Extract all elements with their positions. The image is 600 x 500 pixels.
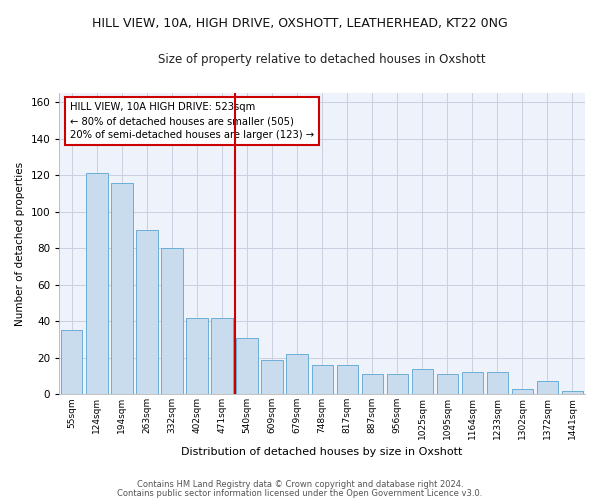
Bar xyxy=(161,248,182,394)
Bar xyxy=(562,390,583,394)
Bar xyxy=(537,382,558,394)
Bar xyxy=(111,182,133,394)
Bar xyxy=(337,365,358,394)
Bar xyxy=(286,354,308,395)
Text: Contains public sector information licensed under the Open Government Licence v3: Contains public sector information licen… xyxy=(118,489,482,498)
Bar xyxy=(437,374,458,394)
Bar xyxy=(462,372,483,394)
Bar xyxy=(61,330,82,394)
Bar xyxy=(412,368,433,394)
Bar xyxy=(187,318,208,394)
Bar xyxy=(311,365,333,394)
Bar xyxy=(136,230,158,394)
Bar xyxy=(386,374,408,394)
Bar xyxy=(262,360,283,394)
Text: HILL VIEW, 10A HIGH DRIVE: 523sqm
← 80% of detached houses are smaller (505)
20%: HILL VIEW, 10A HIGH DRIVE: 523sqm ← 80% … xyxy=(70,102,314,140)
Bar xyxy=(487,372,508,394)
X-axis label: Distribution of detached houses by size in Oxshott: Distribution of detached houses by size … xyxy=(181,448,463,458)
Text: Contains HM Land Registry data © Crown copyright and database right 2024.: Contains HM Land Registry data © Crown c… xyxy=(137,480,463,489)
Bar xyxy=(362,374,383,394)
Bar xyxy=(512,389,533,394)
Bar xyxy=(86,174,107,394)
Text: HILL VIEW, 10A, HIGH DRIVE, OXSHOTT, LEATHERHEAD, KT22 0NG: HILL VIEW, 10A, HIGH DRIVE, OXSHOTT, LEA… xyxy=(92,18,508,30)
Y-axis label: Number of detached properties: Number of detached properties xyxy=(15,162,25,326)
Bar xyxy=(211,318,233,394)
Title: Size of property relative to detached houses in Oxshott: Size of property relative to detached ho… xyxy=(158,52,486,66)
Bar xyxy=(236,338,258,394)
